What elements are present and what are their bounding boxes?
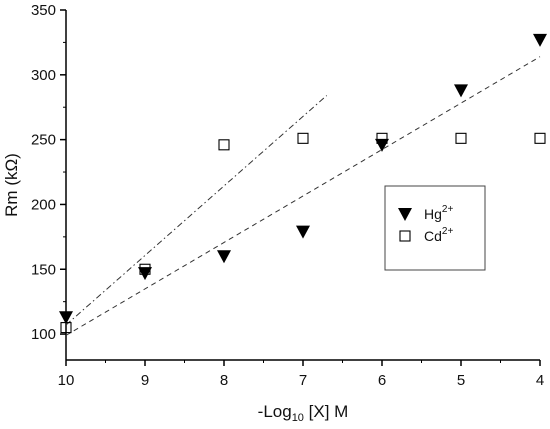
legend: Hg2+ Cd2+ <box>384 185 486 271</box>
x-axis-title-main: -Log <box>258 402 292 421</box>
cd-point <box>376 132 388 144</box>
hg-point <box>217 250 231 264</box>
y-tick-label: 150 <box>31 261 56 278</box>
hg-point <box>138 267 152 281</box>
data-markers <box>59 33 547 334</box>
hg-point <box>375 138 389 152</box>
cd-point <box>60 322 72 334</box>
x-axis-ticks: 10 9 8 7 6 5 4 <box>58 360 544 389</box>
y-tick-label: 250 <box>31 132 56 149</box>
legend-label-hg: Hg2+ <box>424 204 453 222</box>
x-tick-label: 10 <box>58 372 75 389</box>
x-tick-label: 4 <box>536 372 544 389</box>
hg-point <box>296 225 310 239</box>
y-tick-label: 200 <box>31 196 56 213</box>
cd-point <box>139 263 151 275</box>
y-tick-label: 300 <box>31 67 56 84</box>
y-axis-ticks: 100 150 200 250 300 350 <box>31 2 66 343</box>
x-tick-label: 5 <box>457 372 465 389</box>
x-tick-label: 6 <box>378 372 386 389</box>
hg-point <box>454 84 468 98</box>
x-axis-title-rest: [X] M <box>304 402 348 421</box>
legend-box <box>384 185 486 271</box>
x-axis-title: -Log10 [X] M <box>258 402 349 424</box>
x-axis-title-subscript: 10 <box>292 412 304 424</box>
fit-lines <box>65 56 541 336</box>
cd-point <box>455 132 467 144</box>
y-tick-label: 350 <box>31 2 56 19</box>
legend-items: Hg2+ Cd2+ <box>398 204 453 244</box>
x-tick-label: 9 <box>141 372 149 389</box>
y-tick-label: 100 <box>31 326 56 343</box>
hg-point <box>59 311 73 325</box>
cd-point <box>297 132 309 144</box>
fit-line-dashed <box>65 56 541 336</box>
x-tick-label: 8 <box>220 372 228 389</box>
legend-marker-cd <box>399 230 411 242</box>
hg-point <box>533 33 547 47</box>
x-tick-label: 7 <box>299 372 307 389</box>
legend-label-cd: Cd2+ <box>424 226 453 244</box>
legend-marker-hg <box>398 208 412 221</box>
cd-point <box>534 132 546 144</box>
fit-line-dash-dot <box>65 95 328 326</box>
y-axis-title: Rm (kΩ) <box>2 153 21 217</box>
cd-point <box>218 139 230 151</box>
